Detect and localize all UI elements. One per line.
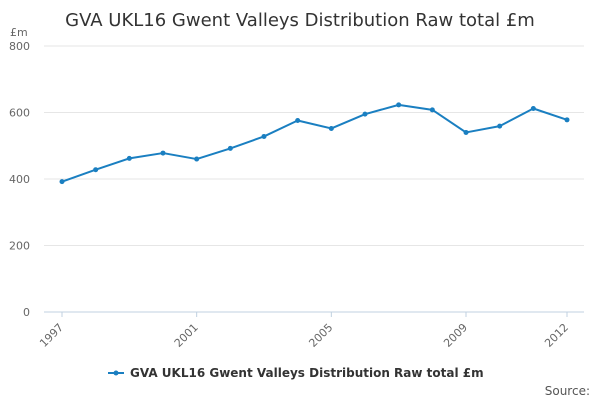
y-tick-label: 0 <box>23 306 30 319</box>
series-layer <box>59 102 570 185</box>
y-axis-tick-labels: 0 200 400 600 800 <box>9 40 30 319</box>
series-line <box>61 103 568 183</box>
data-point[interactable] <box>463 129 469 135</box>
data-point[interactable] <box>396 102 402 108</box>
y-tick-label: 200 <box>9 240 30 253</box>
x-tick-label: 2009 <box>441 321 470 350</box>
data-point[interactable] <box>328 125 334 131</box>
data-point[interactable] <box>362 111 368 117</box>
x-tick-label: 2001 <box>172 321 201 350</box>
legend-swatch-marker <box>113 370 119 376</box>
data-point[interactable] <box>564 117 570 123</box>
data-point[interactable] <box>429 107 435 113</box>
x-tick-label: 2012 <box>542 321 571 350</box>
data-point[interactable] <box>227 145 233 151</box>
legend[interactable]: GVA UKL16 Gwent Valleys Distribution Raw… <box>108 366 484 380</box>
x-tick-label: 2005 <box>306 321 335 350</box>
data-point[interactable] <box>295 117 301 123</box>
y-axis-unit-label: £m <box>10 26 28 39</box>
data-point[interactable] <box>160 150 166 156</box>
chart-title: GVA UKL16 Gwent Valleys Distribution Raw… <box>65 10 535 31</box>
x-axis: 1997 2001 2005 2009 2012 <box>37 311 584 350</box>
data-point[interactable] <box>194 156 200 162</box>
data-point[interactable] <box>126 155 132 161</box>
data-point[interactable] <box>261 133 267 139</box>
y-tick-label: 600 <box>9 107 30 120</box>
x-tick-label: 1997 <box>37 321 66 350</box>
legend-item-label: GVA UKL16 Gwent Valleys Distribution Raw… <box>130 366 484 380</box>
y-tick-label: 800 <box>9 40 30 53</box>
data-point[interactable] <box>497 123 503 129</box>
source-label: Source: <box>545 384 590 398</box>
data-point[interactable] <box>93 167 99 173</box>
data-point[interactable] <box>530 106 536 112</box>
data-point[interactable] <box>59 179 65 185</box>
y-tick-label: 400 <box>9 173 30 186</box>
y-gridlines <box>44 45 584 246</box>
